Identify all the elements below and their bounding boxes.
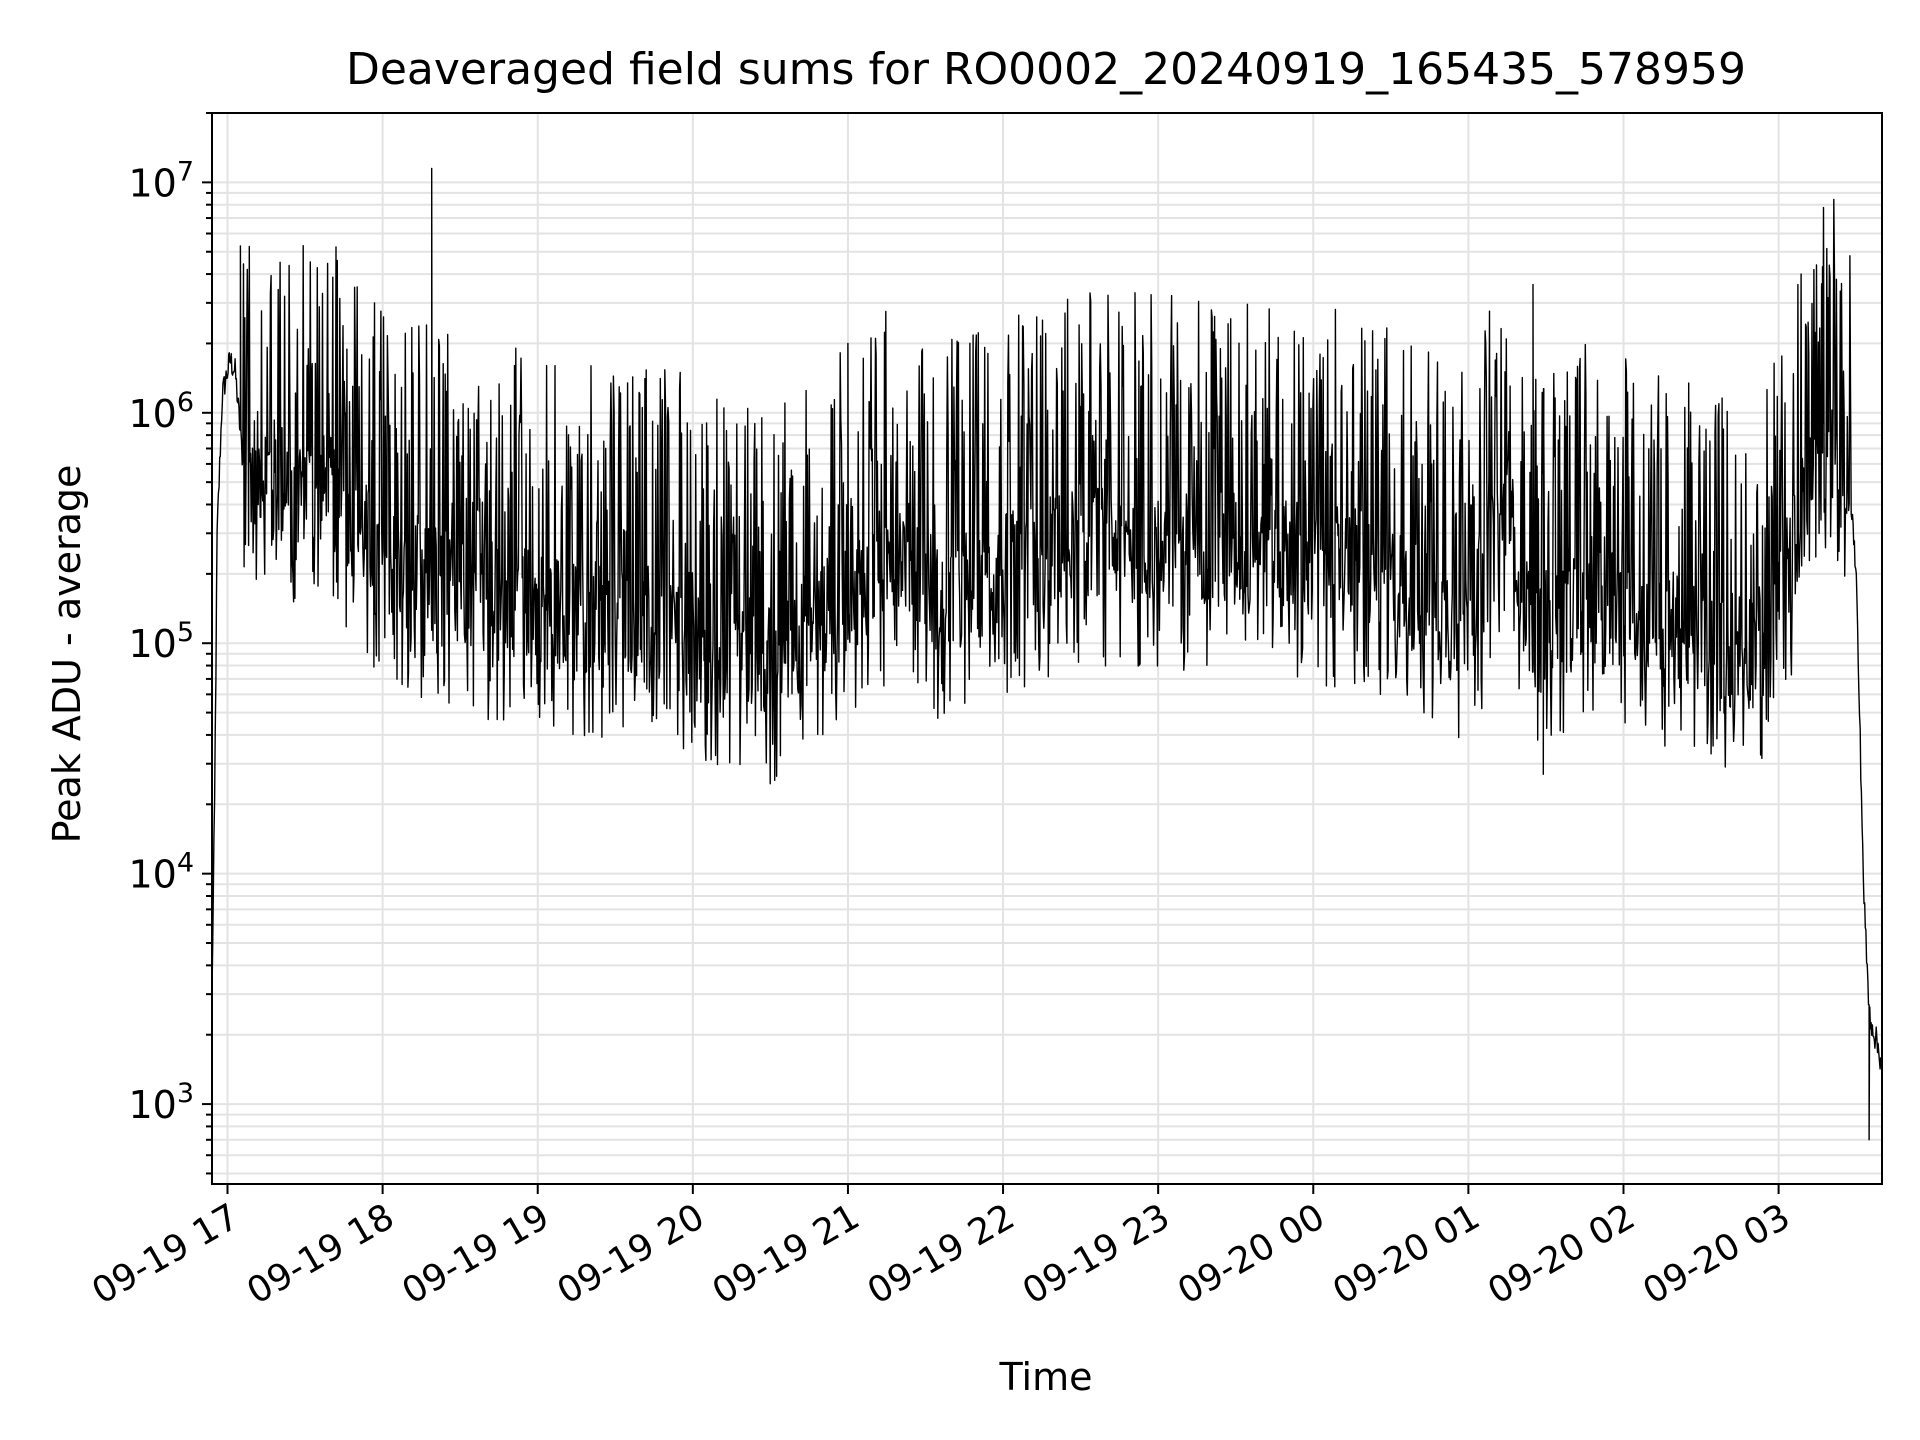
- y-tick-label: 106: [128, 387, 194, 436]
- y-tick-label: 105: [128, 617, 194, 666]
- chart-title: Deaveraged field sums for RO0002_2024091…: [346, 44, 1746, 95]
- y-axis-label: Peak ADU - average: [45, 465, 89, 844]
- y-tick-label: 107: [128, 156, 194, 205]
- y-tick-label: 103: [128, 1078, 194, 1127]
- axes-frame: [211, 112, 1883, 1185]
- x-axis-label: Time: [999, 1355, 1093, 1399]
- series-path: [211, 167, 1883, 1141]
- grid: [212, 112, 1882, 1184]
- y-tick-label: 104: [128, 848, 194, 897]
- series-line: [211, 167, 1883, 1141]
